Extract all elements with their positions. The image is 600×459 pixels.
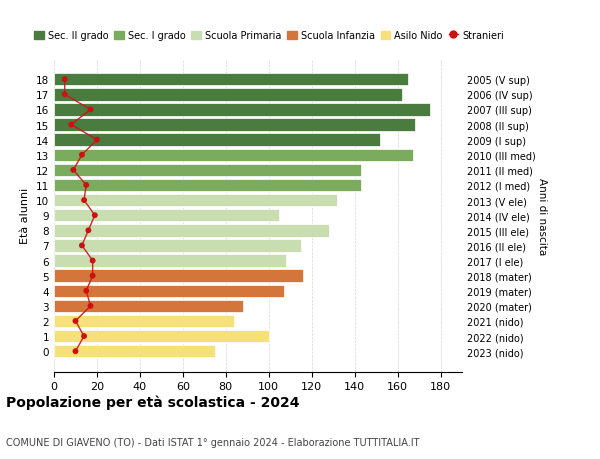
Y-axis label: Anni di nascita: Anni di nascita <box>537 177 547 254</box>
Point <box>71 318 80 325</box>
Bar <box>54 300 243 313</box>
Bar <box>54 74 409 86</box>
Bar <box>54 270 303 282</box>
Point <box>60 91 70 99</box>
Bar <box>54 315 235 327</box>
Point <box>68 167 78 174</box>
Point <box>77 242 87 250</box>
Point <box>92 137 102 144</box>
Point <box>79 333 89 340</box>
Text: COMUNE DI GIAVENO (TO) - Dati ISTAT 1° gennaio 2024 - Elaborazione TUTTITALIA.IT: COMUNE DI GIAVENO (TO) - Dati ISTAT 1° g… <box>6 437 419 447</box>
Point <box>77 152 87 159</box>
Bar <box>54 89 402 101</box>
Bar <box>54 179 361 192</box>
Bar <box>54 285 284 297</box>
Bar <box>54 345 215 358</box>
Bar <box>54 134 380 146</box>
Bar <box>54 224 329 237</box>
Bar <box>54 240 301 252</box>
Bar <box>54 164 361 177</box>
Bar <box>54 119 415 131</box>
Point <box>82 182 91 189</box>
Bar <box>54 195 337 207</box>
Y-axis label: Età alunni: Età alunni <box>20 188 31 244</box>
Point <box>79 197 89 204</box>
Point <box>88 272 97 280</box>
Legend: Sec. II grado, Sec. I grado, Scuola Primaria, Scuola Infanzia, Asilo Nido, Stran: Sec. II grado, Sec. I grado, Scuola Prim… <box>31 27 508 45</box>
Text: Popolazione per età scolastica - 2024: Popolazione per età scolastica - 2024 <box>6 395 299 409</box>
Point <box>86 106 95 114</box>
Bar <box>54 104 430 117</box>
Bar <box>54 330 269 342</box>
Point <box>71 348 80 355</box>
Point <box>82 287 91 295</box>
Point <box>83 227 93 235</box>
Point <box>86 302 95 310</box>
Point <box>90 212 100 219</box>
Bar <box>54 210 280 222</box>
Point <box>88 257 97 265</box>
Point <box>60 76 70 84</box>
Point <box>67 122 76 129</box>
Bar <box>54 149 413 162</box>
Bar <box>54 255 286 267</box>
